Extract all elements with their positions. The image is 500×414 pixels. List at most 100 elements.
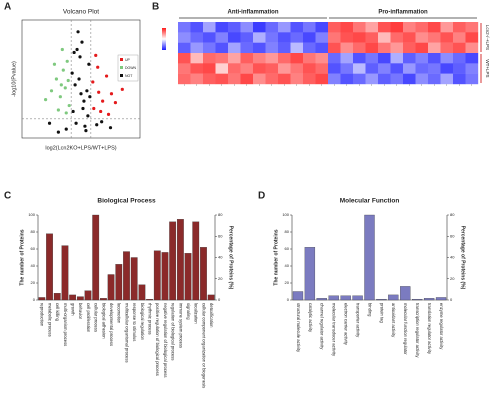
heatmap-cell [440, 42, 454, 54]
heatmap-cell [228, 53, 241, 64]
point [92, 106, 96, 111]
heatmap-cell [390, 73, 404, 85]
point [99, 109, 103, 114]
point [76, 30, 80, 34]
y-tick-label: 40 [31, 263, 36, 268]
x-tick-label: biological regulation [140, 303, 145, 341]
heatmap-cell [465, 32, 479, 43]
y-tick-label: 80 [285, 229, 290, 234]
bar [46, 233, 53, 301]
heatmap-cell [465, 22, 479, 33]
heatmap-cell [203, 42, 216, 54]
heatmap-cell [253, 63, 266, 74]
point [85, 89, 89, 93]
y-tick-label: 0 [33, 297, 36, 302]
point [75, 47, 79, 52]
heatmap-cell [290, 73, 304, 85]
heatmap-cell [465, 53, 479, 64]
bar [69, 294, 77, 301]
point [120, 87, 124, 91]
heatmap-cell [253, 22, 266, 33]
bar [161, 252, 169, 301]
bar [38, 297, 46, 301]
point [66, 78, 70, 83]
heatmap-cell [265, 73, 279, 85]
heatmap-cell [353, 42, 366, 54]
heatmap-cell [390, 32, 404, 43]
x-tick-label: biological adhesion [101, 303, 106, 339]
y2-tick-label: 0 [450, 297, 453, 302]
y2-tick-label: 80 [218, 212, 223, 217]
chart-title: Volcano Plot [63, 9, 99, 16]
bar [304, 247, 316, 301]
heatmap-cell [278, 32, 291, 43]
heatmap-cell [265, 63, 279, 74]
heatmap-cell [265, 53, 279, 64]
heatmap-cell [190, 22, 204, 33]
heatmap-cell [178, 32, 191, 43]
heatmap-cell [390, 42, 404, 54]
heatmap-cell [303, 63, 316, 74]
heatmap-cell [453, 32, 466, 43]
heatmap-cell [278, 63, 291, 74]
heatmap-cell [340, 32, 354, 43]
point [82, 99, 86, 103]
heatmap-cell [228, 32, 241, 43]
point [91, 80, 95, 84]
x-tick-label: localization [194, 303, 199, 324]
heatmap-cell [390, 22, 404, 33]
point [97, 90, 101, 94]
heatmap-cell [315, 42, 329, 54]
heatmap-cell [203, 73, 216, 85]
x-tick-label: molecular function regulator [403, 303, 408, 355]
y-axis-label: The number of Proteins [19, 229, 25, 285]
x-tick-label: cellular process [94, 303, 99, 332]
point [61, 68, 65, 72]
x-tick-label: locomotion [117, 303, 122, 324]
heatmap-cell [353, 53, 366, 64]
heatmap-cell [378, 42, 391, 54]
x-tick-label: molecular transducer activity [332, 303, 337, 357]
heatmap-cell [228, 42, 241, 54]
bar [92, 214, 100, 301]
x-axis-label: log2(Lcn2KO+LPS/WT+LPS) [45, 145, 116, 151]
heatmap-cell [278, 73, 291, 85]
point [100, 120, 104, 124]
point [70, 71, 74, 75]
point [73, 83, 77, 87]
y-tick-label: 20 [31, 280, 36, 285]
heatmap-cell [453, 53, 466, 64]
legend-swatch [120, 66, 123, 69]
x-tick-label: translation regulator activity [427, 303, 432, 355]
heatmap-cell [340, 63, 354, 74]
point [49, 89, 54, 93]
heatmap-cell [378, 63, 391, 74]
point [72, 50, 76, 55]
heatmap-cell [415, 32, 429, 43]
heatmap-cell [340, 42, 354, 54]
x-tick-label: enzyme regulator activity [439, 303, 444, 350]
heatmap-cell [278, 53, 291, 64]
bar [76, 296, 84, 301]
heatmap-cell [290, 63, 304, 74]
x-tick-label: transcription regulator activity [415, 303, 420, 358]
point [67, 103, 71, 108]
point [87, 62, 91, 66]
x-tick-label: reproduction [40, 303, 45, 327]
point [96, 65, 100, 69]
legend-swatch [120, 58, 123, 61]
heatmap-cell [303, 32, 316, 43]
heatmap-cell [353, 22, 366, 33]
point [108, 126, 113, 130]
bar [61, 245, 69, 301]
heatmap-cell [440, 53, 454, 64]
point [79, 92, 83, 96]
x-tick-label: growth [71, 303, 76, 316]
x-tick-label: rhythmic process [147, 303, 152, 335]
point [101, 99, 105, 103]
point [109, 92, 114, 96]
heatmap-cell [228, 22, 241, 33]
heatmap-cell [303, 42, 316, 54]
point [64, 127, 68, 131]
heatmap-cell [178, 73, 191, 85]
